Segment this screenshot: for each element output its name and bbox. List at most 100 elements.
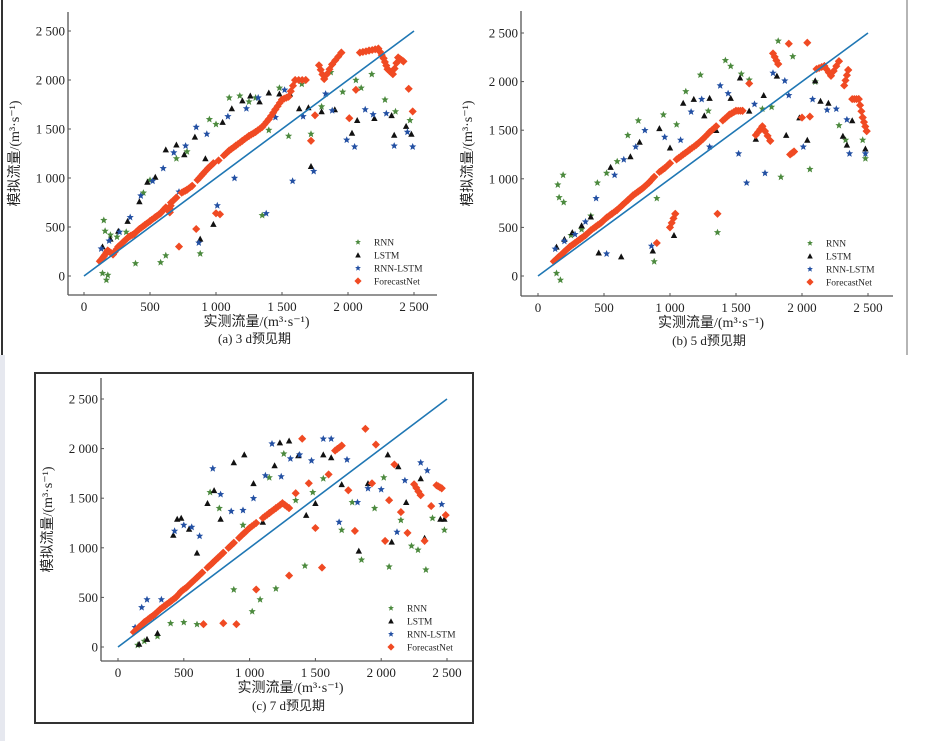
point-rnn <box>704 107 712 115</box>
point-lstm <box>403 499 410 505</box>
x-tick-label: 2 000 <box>367 665 396 680</box>
point-lstm <box>219 118 226 125</box>
point-rnn-lstm <box>750 100 759 108</box>
point-rnn-lstm <box>209 464 217 472</box>
point-lstm <box>303 511 310 518</box>
point-lstm <box>193 549 201 556</box>
point-lstm <box>417 475 424 482</box>
panel-c-x-axis-title: 实测流量/(m³·s⁻¹) <box>238 680 344 696</box>
point-rnn <box>280 450 288 457</box>
point-lstm <box>656 125 663 132</box>
panel-b-caption: (b) 5 d预见期 <box>672 333 746 348</box>
point-rnn <box>212 120 220 128</box>
point-rnn-lstm <box>170 148 178 156</box>
legend-marker-star <box>807 240 813 246</box>
point-rnn-lstm <box>351 143 359 150</box>
point-lstm <box>388 538 395 545</box>
panel-a-x-axis-title: 实测流量/(m³·s⁻¹) <box>204 314 310 330</box>
panel-b-reference-line <box>537 32 869 277</box>
point-lstm <box>666 144 674 151</box>
x-tick-label: 1 000 <box>235 665 264 680</box>
y-tick-label: 2 500 <box>36 24 65 39</box>
point-rnn-lstm <box>369 110 377 118</box>
x-tick-label: 0 <box>115 665 122 680</box>
point-lstm <box>690 95 697 102</box>
point-rnn <box>673 120 681 128</box>
point-rnn <box>559 171 567 179</box>
point-lstm <box>727 94 734 101</box>
point-rnn-lstm <box>761 169 769 177</box>
legend-marker-diamond <box>806 278 814 286</box>
point-rnn-lstm <box>417 458 425 466</box>
point-rnn-lstm <box>735 149 743 157</box>
point-forecastnet <box>784 39 793 48</box>
point-forecastnet <box>427 502 436 511</box>
point-lstm <box>210 220 217 227</box>
legend-item-rnn-lstm: RNN-LSTM <box>807 266 875 276</box>
point-rnn <box>113 233 121 241</box>
point-lstm <box>191 133 199 140</box>
panel-c-y-axis-title: 模拟流量/(m³·s⁻¹) <box>40 466 56 572</box>
series-lstm <box>553 72 869 260</box>
point-rnn <box>554 181 562 188</box>
point-rnn <box>301 562 309 570</box>
point-rnn-lstm <box>159 164 167 172</box>
x-tick-label: 1 500 <box>267 299 296 314</box>
point-rnn-lstm <box>192 123 200 131</box>
point-rnn <box>555 193 563 201</box>
point-rnn <box>215 504 223 512</box>
point-forecastnet <box>291 489 300 498</box>
point-lstm <box>136 198 143 205</box>
legend-item-lstm: LSTM <box>355 252 400 262</box>
point-rnn <box>239 521 247 529</box>
x-tick-label: 2 000 <box>787 300 816 315</box>
legend-marker-triangle <box>807 253 813 259</box>
point-rnn <box>98 269 107 277</box>
point-rnn-lstm <box>242 104 250 112</box>
point-rnn-lstm <box>268 440 276 447</box>
panel-a-reference-line <box>83 30 415 277</box>
point-rnn <box>381 96 389 103</box>
y-tick-label: 0 <box>512 269 519 284</box>
point-lstm <box>746 107 753 114</box>
y-tick-label: 1 500 <box>489 123 518 138</box>
point-lstm <box>202 155 209 162</box>
point-rnn-lstm <box>289 177 297 185</box>
series-rnn <box>552 37 869 284</box>
point-lstm <box>843 141 851 148</box>
point-rnn-lstm <box>319 435 327 443</box>
point-rnn-lstm <box>217 490 225 498</box>
point-rnn-lstm <box>677 136 685 144</box>
point-lstm <box>307 163 315 169</box>
point-rnn-lstm <box>809 95 817 103</box>
point-rnn-lstm <box>343 136 351 144</box>
point-rnn <box>556 276 564 284</box>
panel-c-reference-line <box>117 398 448 648</box>
point-lstm <box>384 451 391 458</box>
point-rnn <box>682 87 690 95</box>
point-rnn <box>422 566 430 573</box>
point-rnn <box>307 130 315 138</box>
point-rnn-lstm <box>641 126 649 134</box>
x-tick-label: 2 500 <box>399 299 428 314</box>
panel-a: 0 500 1 000 1 500 2 000 2 500 0 500 1 000 1 500 2 … <box>7 12 437 346</box>
point-lstm <box>320 451 327 458</box>
point-lstm <box>328 454 335 461</box>
point-rnn-lstm <box>611 171 619 179</box>
point-lstm <box>348 129 356 136</box>
point-forecastnet <box>385 496 394 505</box>
x-tick-label: 1 500 <box>721 300 750 315</box>
point-rnn <box>285 132 293 140</box>
legend-item-rnn: RNN <box>388 605 427 615</box>
point-lstm <box>680 99 687 106</box>
legend-item-lstm: LSTM <box>388 618 433 628</box>
point-rnn-lstm <box>239 506 247 514</box>
point-rnn <box>368 70 376 78</box>
point-lstm <box>618 253 625 260</box>
point-forecastnet <box>174 242 184 251</box>
point-forecastnet <box>420 536 429 545</box>
point-lstm <box>783 131 790 138</box>
legend-label: RNN <box>826 240 846 250</box>
point-lstm <box>670 232 678 238</box>
